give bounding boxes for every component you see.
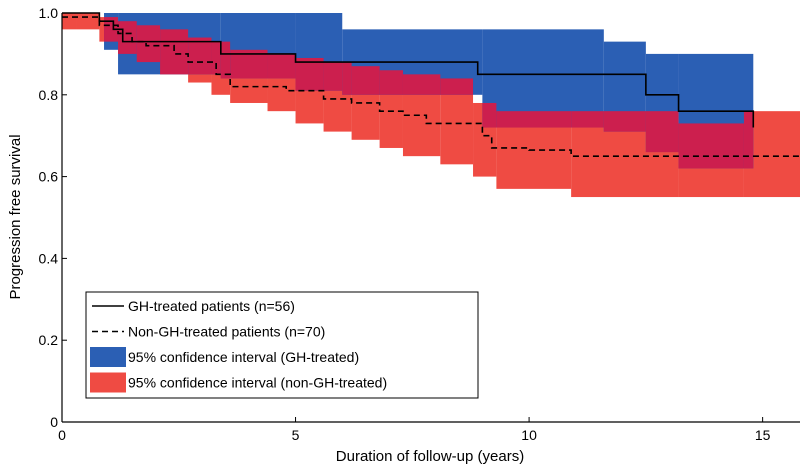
ci-overlap-segment <box>136 25 161 63</box>
ci-overlap-segment <box>645 111 679 153</box>
ci-overlap-segment <box>571 111 604 128</box>
ci-band-nongh-segment <box>76 13 100 30</box>
legend-ci-gh-label: 95% confidence interval (GH-treated) <box>128 349 359 365</box>
ci-overlap-segment <box>351 66 380 95</box>
ci-overlap-segment <box>379 70 403 95</box>
ci-overlap-segment <box>211 41 221 75</box>
legend: GH-treated patients (n=56) Non-GH-treated… <box>85 291 479 399</box>
ci-band-nongh-segment <box>62 13 77 30</box>
ci-overlap-segment <box>104 17 119 42</box>
ci-overlap-segment <box>118 21 137 54</box>
axes: 0 5 10 15 0 0.2 0.4 0.6 0.8 1.0 <box>39 5 800 443</box>
x-tick-label: 10 <box>521 427 537 443</box>
legend-ci-nongh-label: 95% confidence interval (non-GH-treated) <box>128 375 387 391</box>
ci-overlap-segment <box>482 102 497 128</box>
survival-lines-layer <box>62 12 800 157</box>
ci-overlap-segment <box>342 62 352 95</box>
ci-overlap-segment <box>402 74 441 95</box>
ci-overlap-segment <box>678 123 744 169</box>
y-axis-label: Progression free survival <box>7 134 24 299</box>
ci-overlap-segment <box>603 111 646 132</box>
ci-overlap-segment <box>440 78 474 95</box>
y-tick-label: 0.6 <box>39 169 59 185</box>
ci-overlap-segment <box>743 111 754 169</box>
legend-non-gh-treated-label: Non-GH-treated patients (n=70) <box>128 324 325 340</box>
ci-overlap-segment <box>295 57 324 91</box>
legend-ci-gh-swatch <box>90 347 126 367</box>
y-tick-label: 0.2 <box>39 332 59 348</box>
y-tick-label: 1.0 <box>39 5 59 21</box>
y-tick-label: 0.8 <box>39 87 59 103</box>
x-tick-label: 5 <box>292 427 300 443</box>
legend-box <box>85 291 479 399</box>
y-tick-label: 0 <box>50 414 58 430</box>
ci-overlap-segment <box>220 41 231 79</box>
ci-overlap-segment <box>496 111 572 128</box>
x-axis-label: Duration of follow-up (years) <box>336 448 524 465</box>
ci-overlap-segment <box>267 53 296 79</box>
ci-overlap-segment <box>188 37 212 75</box>
legend-gh-treated-label: GH-treated patients (n=56) <box>128 298 295 314</box>
x-tick-label: 0 <box>58 427 66 443</box>
gh-treated-survival-line <box>62 12 755 128</box>
x-tick-label: 15 <box>755 427 771 443</box>
legend-ci-nongh-swatch <box>90 372 126 393</box>
y-tick-label: 0.4 <box>39 250 59 266</box>
confidence-interval-layer <box>62 13 800 198</box>
ci-overlap-segment <box>323 62 343 91</box>
ci-overlap-segment <box>160 29 189 75</box>
